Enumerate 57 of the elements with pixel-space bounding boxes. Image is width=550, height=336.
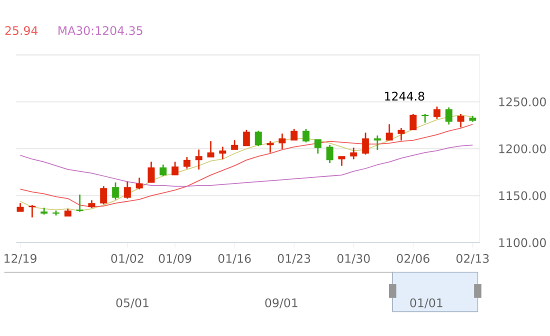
- candlestick: [469, 116, 476, 122]
- candlestick: [64, 208, 72, 216]
- candlestick: [350, 148, 358, 160]
- annotation: 1244.8: [385, 92, 424, 100]
- x-tick-label: 02/13: [456, 254, 489, 264]
- candlestick: [433, 106, 440, 119]
- candlestick: [219, 146, 226, 160]
- y-tick-label: 1100.00: [499, 238, 546, 247]
- candlestick: [338, 156, 346, 166]
- text: 05/01: [116, 298, 148, 308]
- candlestick: [207, 140, 214, 158]
- candlestick: [445, 107, 452, 124]
- candlestick: [374, 135, 381, 150]
- candlestick: [457, 114, 464, 128]
- candlestick: [398, 128, 405, 140]
- x-tick-label: 01/30: [337, 254, 370, 264]
- candlestick: [76, 194, 84, 212]
- y-tick-label: 1150.00: [499, 191, 546, 200]
- x-tick-label: 01/16: [218, 254, 251, 264]
- candlestick: [112, 182, 119, 200]
- candlestick: [88, 200, 96, 208]
- x-tick-label: 12/19: [4, 254, 36, 264]
- candlestick: [160, 164, 167, 176]
- candlestick: [290, 128, 298, 140]
- candlestick: [254, 130, 262, 146]
- candlestick: [148, 162, 155, 183]
- x-tick-label: 01/02: [111, 254, 144, 264]
- candlestick: [124, 181, 131, 199]
- candlestick: [242, 130, 250, 146]
- candlestick: [362, 132, 370, 154]
- candlestick: [278, 133, 286, 149]
- y-tick-label: 1200.00: [499, 144, 546, 154]
- candlestick: [183, 156, 190, 168]
- candlestick: [302, 128, 310, 142]
- text: 25.94: [5, 26, 38, 35]
- candlestick: [195, 149, 202, 170]
- candlestick: [231, 140, 238, 150]
- candlestick: [326, 144, 334, 163]
- x-tick-label: 02/06: [396, 254, 430, 264]
- candlestick: [410, 114, 417, 130]
- candlestick: [386, 124, 393, 140]
- candlestick: [266, 140, 274, 153]
- x-tick-label: 01/23: [278, 254, 310, 264]
- text: 09/01: [265, 298, 298, 308]
- candlestick: [172, 162, 179, 176]
- candlestick: [100, 186, 108, 204]
- candlestick: [40, 208, 48, 214]
- candlestick: [16, 202, 24, 212]
- candlestick: [28, 204, 36, 218]
- candlestick: [314, 139, 322, 154]
- text: MA30:1204.35: [58, 26, 142, 35]
- candlestick: [52, 210, 60, 216]
- text: 01/01: [410, 298, 442, 308]
- x-tick-label: 01/09: [158, 254, 192, 264]
- candlestick: [422, 114, 429, 122]
- candlestick: [136, 178, 143, 190]
- y-tick-label: 1250.00: [499, 97, 546, 106]
